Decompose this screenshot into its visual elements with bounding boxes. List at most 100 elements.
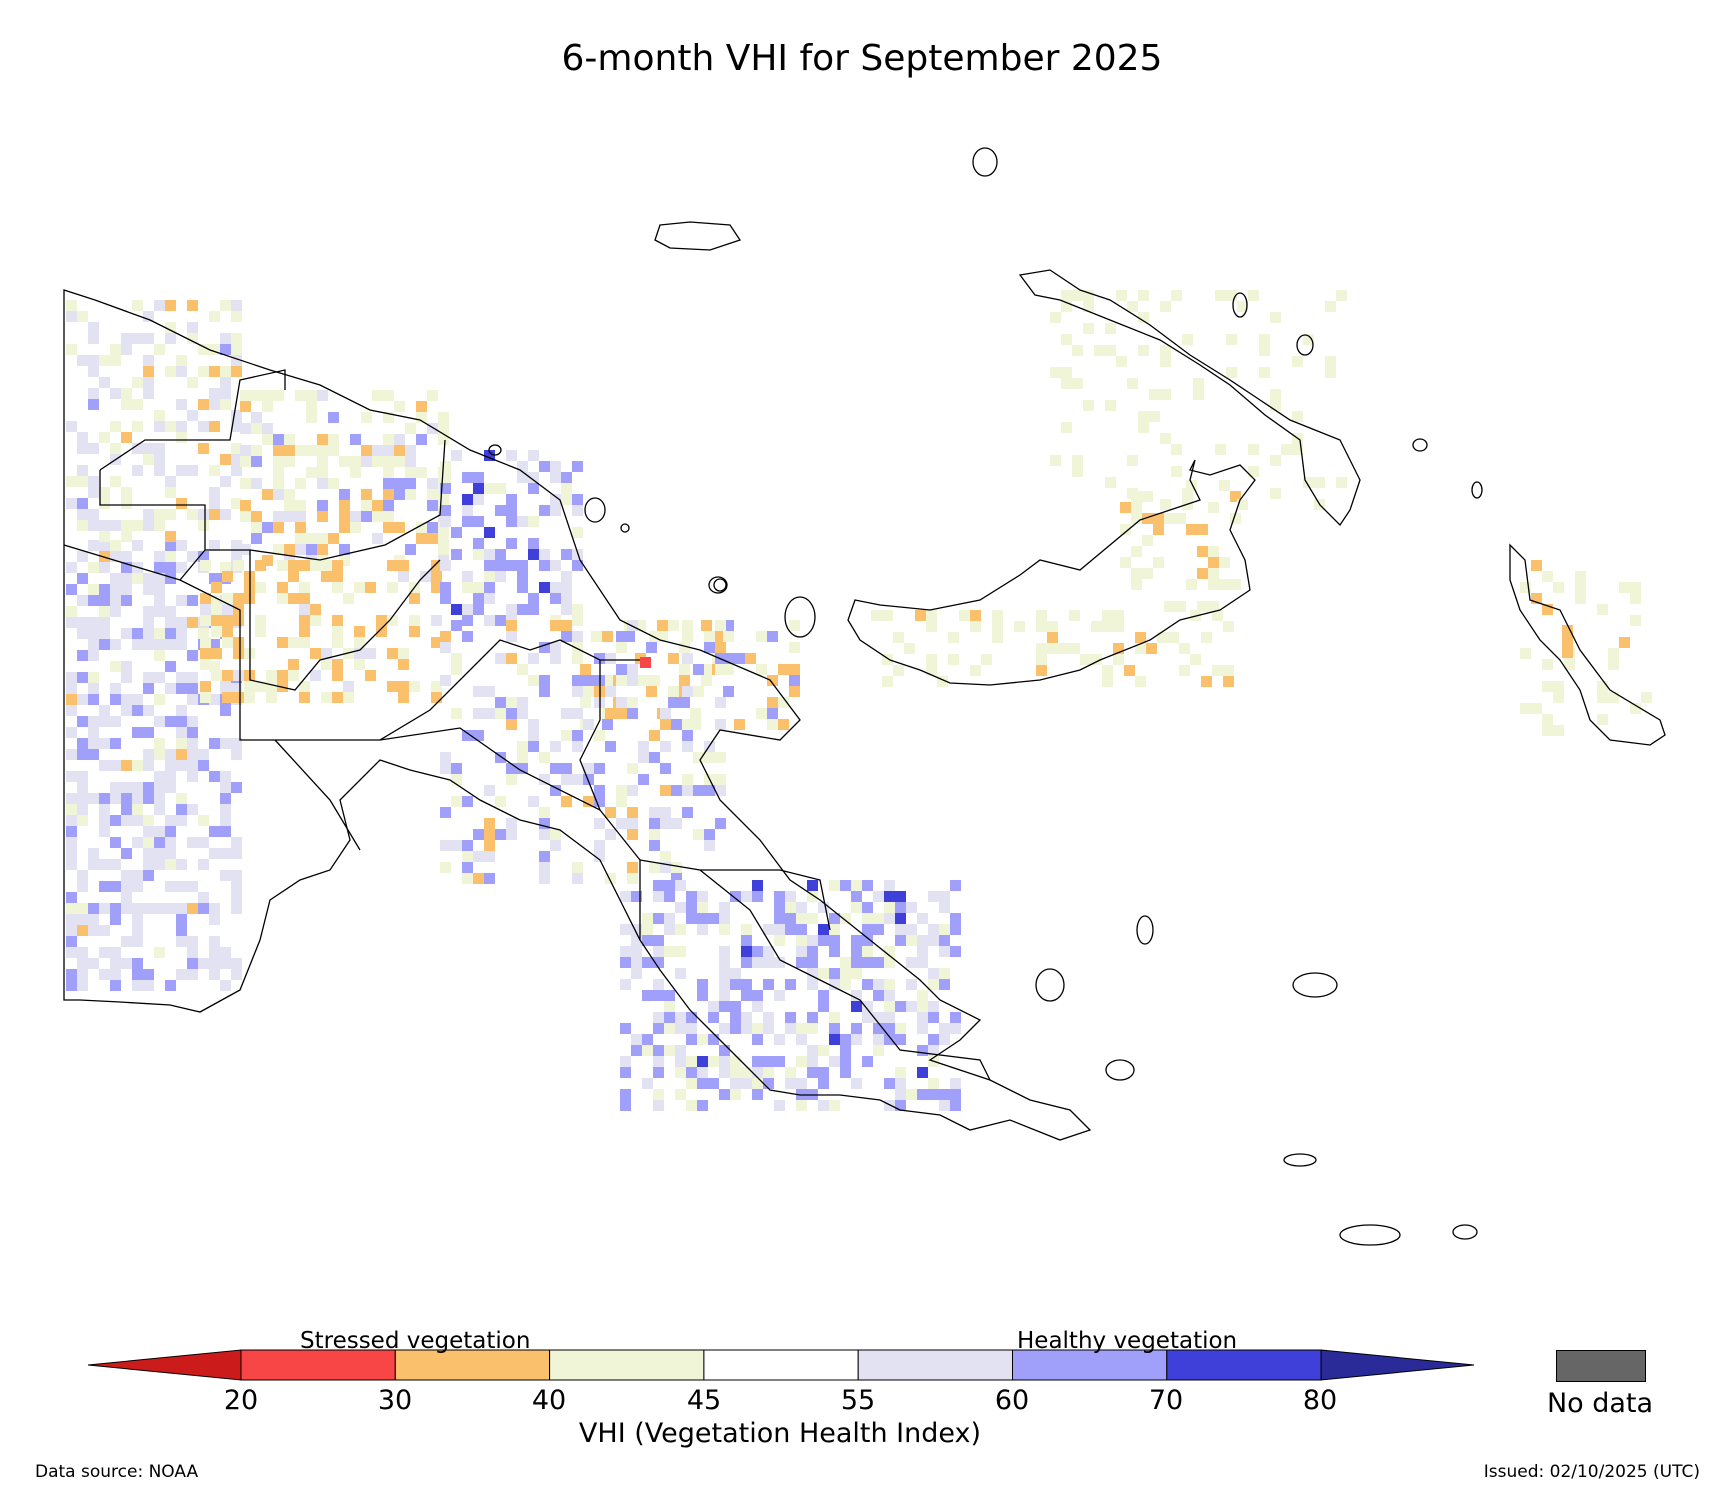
vhi-cell [506, 450, 517, 461]
vhi-cell [1102, 610, 1113, 621]
vhi-cell [884, 1001, 895, 1012]
vhi-cell [332, 560, 343, 571]
vhi-cell [440, 516, 451, 527]
vhi-cell [394, 445, 405, 456]
vhi-cell [917, 1023, 928, 1034]
vhi-cell [251, 423, 262, 434]
vhi-cell [1325, 301, 1336, 312]
vhi-cell [785, 924, 796, 935]
vhi-cell [284, 544, 295, 555]
vhi-cell [165, 333, 176, 344]
vhi-cell [110, 716, 121, 727]
vhi-cell [561, 483, 572, 494]
vhi-cell [121, 672, 132, 683]
vhi-cell [277, 560, 288, 571]
vhi-cell [462, 472, 473, 483]
vhi-cell [110, 694, 121, 705]
vhi-cell [132, 980, 143, 991]
vhi-cell [99, 804, 110, 815]
vhi-cell [741, 990, 752, 1001]
vhi-cell [1303, 334, 1314, 345]
vhi-cell [653, 1100, 664, 1111]
vhi-cell [88, 848, 99, 859]
vhi-cell [928, 935, 939, 946]
vhi-cell [1608, 659, 1619, 670]
vhi-cell [462, 615, 473, 626]
vhi-cell [561, 620, 572, 631]
island-outline [972, 147, 998, 177]
vhi-cell [616, 642, 627, 653]
vhi-cell [88, 738, 99, 749]
vhi-cell [176, 859, 187, 870]
vhi-cell [495, 697, 506, 708]
vhi-cell [851, 1023, 862, 1034]
vhi-cell [1036, 665, 1047, 676]
vhi-cell [734, 719, 745, 730]
vhi-cell [306, 445, 317, 456]
vhi-cell [132, 628, 143, 639]
vhi-cell [928, 968, 939, 979]
vhi-cell [675, 1012, 686, 1023]
vhi-cell [394, 401, 405, 412]
vhi-cell [220, 848, 231, 859]
vhi-cell [66, 947, 77, 958]
vhi-cell [1138, 312, 1149, 323]
vhi-cell [539, 873, 550, 884]
vhi-cell [209, 540, 220, 551]
vhi-cell [1116, 356, 1127, 367]
vhi-cell [99, 903, 110, 914]
vhi-cell [372, 533, 383, 544]
vhi-cell [561, 763, 572, 774]
vhi-cell [730, 979, 741, 990]
vhi-cell [277, 637, 288, 648]
vhi-cell [873, 913, 884, 924]
vhi-cell [121, 804, 132, 815]
vhi-cell [1219, 480, 1230, 491]
vhi-cell [266, 692, 277, 703]
vhi-cell [339, 456, 350, 467]
vhi-cell [829, 924, 840, 935]
vhi-cell [451, 774, 462, 785]
vhi-cell [77, 738, 88, 749]
vhi-cell [649, 829, 660, 840]
vhi-cell [110, 540, 121, 551]
vhi-cell [884, 946, 895, 957]
vhi-cell [332, 637, 343, 648]
vhi-cell [774, 1100, 785, 1111]
vhi-cell [332, 670, 343, 681]
vhi-cell [383, 522, 394, 533]
vhi-cell [154, 837, 165, 848]
vhi-cell [66, 804, 77, 815]
vhi-cell [209, 914, 220, 925]
vhi-cell [704, 631, 715, 642]
vhi-cell [317, 544, 328, 555]
vhi-cell [561, 796, 572, 807]
vhi-cell [686, 902, 697, 913]
vhi-cell [288, 571, 299, 582]
vhi-cell [1105, 323, 1116, 334]
vhi-cell [620, 946, 631, 957]
vhi-cell [176, 881, 187, 892]
vhi-cell [697, 913, 708, 924]
vhi-cell [110, 738, 121, 749]
vhi-cell [1047, 621, 1058, 632]
vhi-cell [187, 760, 198, 771]
vhi-cell [451, 653, 462, 664]
vhi-cell [420, 571, 431, 582]
vhi-cell [198, 837, 209, 848]
vhi-cell [763, 924, 774, 935]
vhi-cell [317, 445, 328, 456]
vhi-cell [829, 1034, 840, 1045]
vhi-cell [143, 903, 154, 914]
vhi-cell [572, 774, 583, 785]
vhi-cell [299, 637, 310, 648]
vhi-cell [675, 1067, 686, 1078]
vhi-cell [416, 401, 427, 412]
vhi-cell [796, 913, 807, 924]
vhi-cell [1135, 676, 1146, 687]
vhi-cell [796, 924, 807, 935]
vhi-cell [719, 1067, 730, 1078]
vhi-cell [110, 837, 121, 848]
vhi-cell [1226, 334, 1237, 345]
